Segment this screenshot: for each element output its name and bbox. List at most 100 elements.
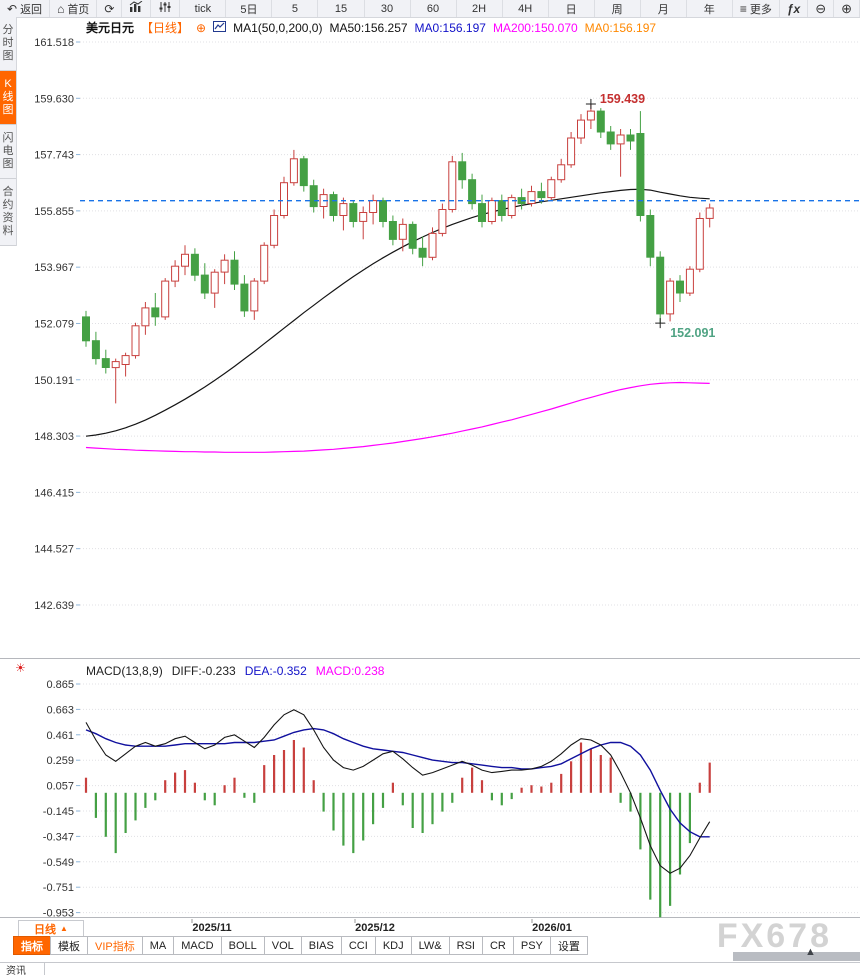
period-button-60[interactable]: 60 — [411, 0, 457, 17]
indicator-tab-VIP指标[interactable]: VIP指标 — [87, 936, 143, 955]
indicator-tab-LW&[interactable]: LW& — [410, 936, 450, 955]
home-icon: ⌂ — [57, 1, 65, 16]
indicator-tab-CCI[interactable]: CCI — [340, 936, 376, 955]
svg-text:0.663: 0.663 — [46, 704, 74, 716]
dea-line — [85, 727, 710, 838]
period-button-30[interactable]: 30 — [365, 0, 411, 17]
svg-text:2025/11: 2025/11 — [192, 922, 231, 934]
zoom-out-icon: ⊖ — [815, 1, 827, 16]
svg-text:153.967: 153.967 — [34, 262, 74, 274]
bar-chart-icon — [129, 0, 143, 16]
period-button-2H[interactable]: 2H — [457, 0, 503, 17]
indicator-tab-PSY[interactable]: PSY — [512, 936, 551, 955]
indicator-tab-模板[interactable]: 模板 — [50, 936, 88, 955]
indicator-tab-指标[interactable]: 指标 — [13, 936, 51, 955]
svg-text:2026/01: 2026/01 — [532, 922, 572, 934]
svg-text:146.415: 146.415 — [34, 487, 74, 499]
home-label: 首页 — [67, 3, 90, 16]
ma50-value: MA50:156.257 — [329, 20, 408, 35]
indicator-tab-CR[interactable]: CR — [481, 936, 514, 955]
svg-text:2025/12: 2025/12 — [355, 922, 395, 934]
sidebar-item-合约资料[interactable]: 合约资料 — [0, 179, 16, 246]
candlesticks — [82, 104, 714, 404]
indicator-tab-BIAS[interactable]: BIAS — [300, 936, 342, 955]
top-toolbar: ↶ 返回 ⌂ 首页 ⟳ tick 5日 5 15 30 60 2H 4H 日周月年 ≡ 更多 ƒ… — [0, 0, 860, 18]
period-button-4H[interactable]: 4H — [503, 0, 549, 17]
news-tab[interactable]: 资讯 — [0, 963, 45, 975]
ma200-value: MA200:150.070 — [492, 20, 578, 35]
zoom-out-button[interactable]: ⊖ — [808, 0, 835, 17]
svg-text:0.461: 0.461 — [46, 730, 74, 742]
scroll-up-arrow-icon[interactable]: ▲ — [805, 946, 816, 958]
macd-diff-value: DIFF:-0.233 — [171, 664, 236, 678]
svg-text:142.639: 142.639 — [34, 600, 74, 612]
period-button-月[interactable]: 月 — [641, 0, 687, 17]
alert-icon[interactable]: ☀ — [15, 661, 26, 675]
chevron-up-icon: ▲ — [60, 924, 68, 933]
period-button-tick[interactable]: tick — [180, 0, 227, 17]
fx-button[interactable]: ƒx — [780, 0, 809, 17]
ma50-line — [85, 188, 710, 437]
svg-text:159.630: 159.630 — [34, 93, 74, 105]
indicator-tab-MA[interactable]: MA — [141, 936, 175, 955]
menu-icon: ≡ — [739, 1, 747, 16]
zoom-in-button[interactable]: ⊕ — [834, 0, 860, 17]
symbol-header: 美元日元 【日线】 ⊕ MA1(50,0,200,0) MA50:156.257… — [86, 20, 656, 35]
watermark: FX678 — [716, 917, 832, 955]
svg-text:152.091: 152.091 — [670, 326, 715, 340]
period-button-5日[interactable]: 5日 — [226, 0, 273, 17]
ma0-orange-value: MA0:156.197 — [584, 20, 657, 35]
horizontal-scrollbar[interactable]: ▲ — [733, 947, 860, 961]
ma200-line — [85, 381, 710, 453]
macd-dea-value: DEA:-0.352 — [244, 664, 307, 678]
svg-text:-0.145: -0.145 — [43, 806, 74, 818]
period-button-年[interactable]: 年 — [687, 0, 733, 17]
period-button-5[interactable]: 5 — [272, 0, 319, 17]
indicator-tab-KDJ[interactable]: KDJ — [374, 936, 412, 955]
period-button-周[interactable]: 周 — [595, 0, 641, 17]
fx-icon: ƒx — [786, 1, 801, 16]
indicator-tab-RSI[interactable]: RSI — [448, 936, 483, 955]
low-annotation: 152.091 — [655, 318, 715, 340]
macd-params: MACD(13,8,9) — [86, 664, 163, 678]
timeframe-label: 日线 — [34, 923, 57, 936]
sliders-icon — [158, 1, 172, 16]
svg-text:0.057: 0.057 — [46, 781, 74, 793]
back-label: 返回 — [20, 3, 43, 16]
indicator-tab-VOL[interactable]: VOL — [263, 936, 302, 955]
chart-type-button[interactable] — [122, 0, 152, 17]
svg-text:-0.347: -0.347 — [43, 831, 74, 843]
svg-text:161.518: 161.518 — [34, 37, 74, 49]
indicator-tab-bar: 指标 模板 VIP指标 MA MACD BOLL VOL BIAS CCI KDJ LW& RSI CR… — [13, 936, 588, 955]
zoom-in-icon: ⊕ — [841, 1, 852, 16]
timeframe-dropdown[interactable]: 日线 ▲ — [18, 920, 84, 937]
refresh-button[interactable]: ⟳ — [97, 0, 123, 17]
diff-line — [85, 709, 711, 874]
sidebar-item-闪电图[interactable]: 闪电图 — [0, 125, 16, 179]
svg-text:159.439: 159.439 — [600, 92, 645, 106]
timeframe-selector: tick 5日 5 15 30 60 2H 4H 日周月年 — [180, 0, 733, 17]
period-button-15[interactable]: 15 — [318, 0, 365, 17]
indicator-settings-button[interactable] — [151, 0, 181, 17]
macd-header: MACD(13,8,9) DIFF:-0.233 DEA:-0.352 MACD… — [86, 664, 384, 678]
add-indicator-icon[interactable]: ⊕ — [196, 20, 207, 35]
back-icon: ↶ — [7, 1, 18, 16]
news-bar: 资讯 — [0, 962, 860, 975]
svg-text:-0.751: -0.751 — [43, 882, 74, 894]
svg-text:150.191: 150.191 — [34, 375, 74, 387]
period-button-日[interactable]: 日 — [549, 0, 595, 17]
svg-text:144.527: 144.527 — [34, 544, 74, 556]
indicator-tab-设置[interactable]: 设置 — [549, 936, 588, 955]
indicator-tab-BOLL[interactable]: BOLL — [220, 936, 265, 955]
back-button[interactable]: ↶ 返回 — [0, 0, 51, 17]
home-button[interactable]: ⌂ 首页 — [50, 0, 98, 17]
indicator-tab-MACD[interactable]: MACD — [173, 936, 222, 955]
kline-mini-icon[interactable] — [213, 20, 227, 35]
sidebar-item-分时图[interactable]: 分时图 — [0, 17, 16, 71]
svg-text:-0.953: -0.953 — [43, 908, 74, 920]
more-label: 更多 — [749, 3, 772, 16]
more-button[interactable]: ≡ 更多 — [733, 0, 780, 17]
